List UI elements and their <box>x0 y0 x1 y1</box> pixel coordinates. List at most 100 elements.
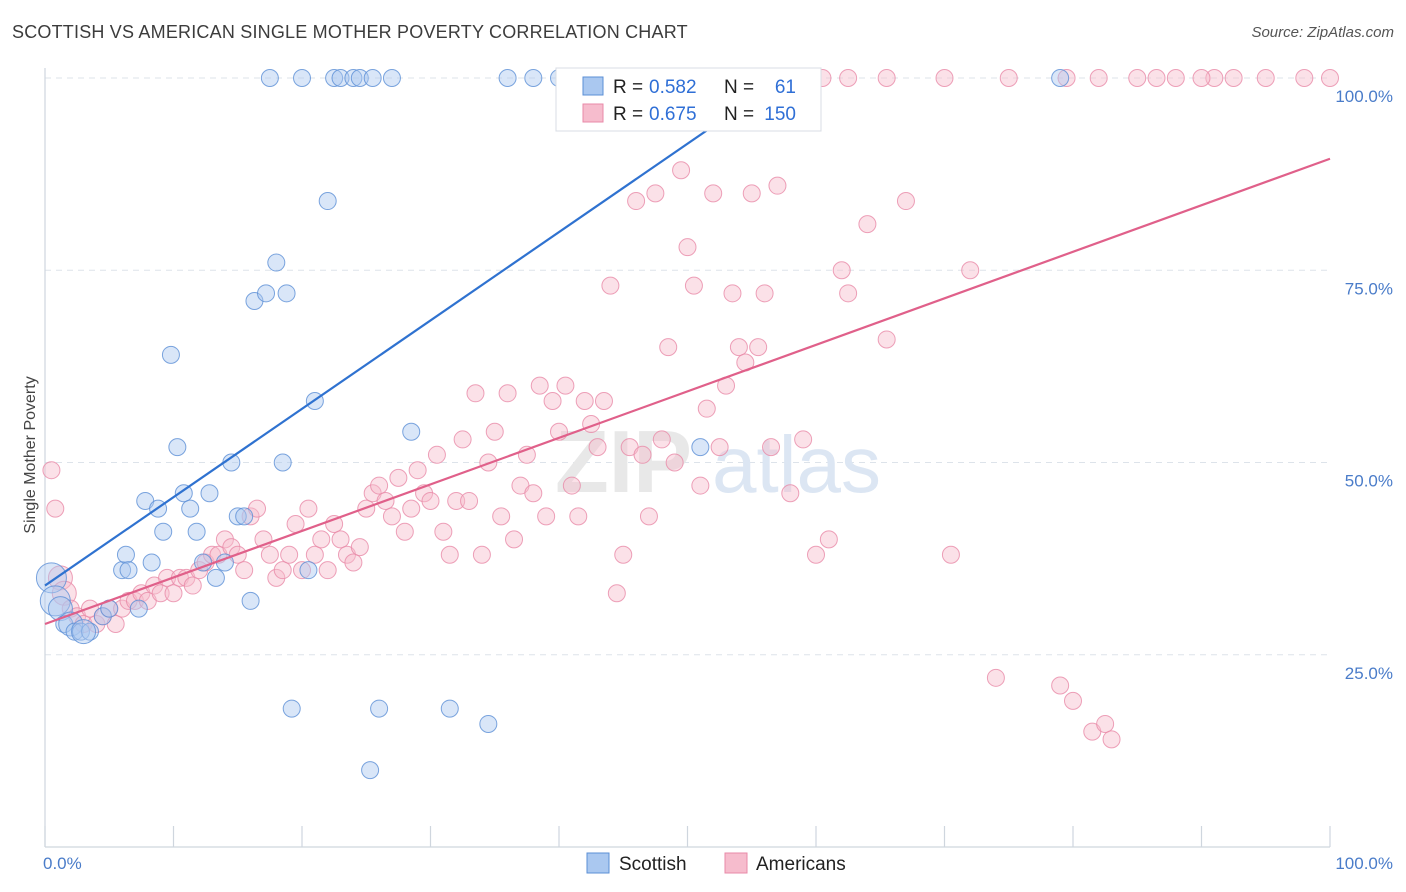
americans-point-73 <box>505 530 524 549</box>
americans-point-101 <box>684 276 703 295</box>
scottish-point-25 <box>206 568 225 587</box>
axes <box>44 68 1331 848</box>
y-axis-label: Single Mother Poverty <box>22 376 39 533</box>
scottish-point-22 <box>187 522 206 541</box>
americans-point-138 <box>1295 69 1314 87</box>
scottish-point-19 <box>168 438 187 457</box>
scottish-point-0 <box>35 562 67 594</box>
americans-point-107 <box>723 284 742 303</box>
americans-point-62 <box>434 522 453 541</box>
americans-point-76 <box>524 484 543 503</box>
americans-point-134 <box>1166 69 1185 87</box>
americans-point-83 <box>569 507 588 526</box>
americans-point-113 <box>762 438 781 457</box>
americans-point-90 <box>614 545 633 564</box>
x-tick-labels: 0.0% 100.0% <box>43 854 1393 873</box>
americans-point-128 <box>1064 691 1082 710</box>
americans-point-63 <box>440 545 459 564</box>
legend-n-americans: 150 <box>764 104 796 125</box>
scottish-point-50 <box>402 422 421 441</box>
americans-point-8 <box>87 614 106 633</box>
americans-point-146 <box>999 69 1018 87</box>
chart-title: SCOTTISH VS AMERICAN SINGLE MOTHER POVER… <box>12 22 688 42</box>
americans-point-52 <box>370 476 389 495</box>
scottish-point-43 <box>331 69 350 87</box>
americans-point-38 <box>280 545 299 564</box>
americans-point-31 <box>235 561 254 580</box>
americans-point-139 <box>1321 69 1339 87</box>
americans-point-67 <box>466 384 485 403</box>
americans-point-127 <box>1051 676 1070 695</box>
americans-point-56 <box>395 522 414 541</box>
americans-point-71 <box>492 507 511 526</box>
americans-point-121 <box>858 215 877 234</box>
americans-point-115 <box>781 484 800 503</box>
americans-point-125 <box>961 261 980 280</box>
americans-point-114 <box>768 176 787 195</box>
americans-point-68 <box>472 545 491 564</box>
bottom-legend-swatch-americans <box>724 852 748 874</box>
scottish-point-41 <box>318 192 337 211</box>
americans-point-60 <box>421 491 440 510</box>
scottish-point-12 <box>119 561 138 580</box>
americans-point-55 <box>389 468 408 487</box>
scottish-point-10 <box>113 561 132 580</box>
bottom-legend-swatch-scottish <box>586 852 610 874</box>
americans-point-111 <box>749 338 768 357</box>
y-tick-label-3: 100.0% <box>1335 87 1393 106</box>
scottish-point-48 <box>370 699 389 718</box>
scottish-point-36 <box>277 284 296 303</box>
scottish-point-28 <box>228 507 247 526</box>
americans-points <box>42 69 1339 749</box>
americans-point-72 <box>498 384 517 403</box>
scottish-point-20 <box>174 484 193 503</box>
americans-point-89 <box>607 584 626 603</box>
scottish-point-45 <box>350 69 369 87</box>
scottish-point-47 <box>363 69 382 87</box>
scottish-point-30 <box>241 591 260 610</box>
americans-point-99 <box>672 161 691 180</box>
americans-trend-line <box>44 157 1331 626</box>
trend-lines <box>44 80 1331 626</box>
americans-point-110 <box>742 184 761 203</box>
legend-swatch-scottish <box>582 76 604 96</box>
scottish-point-24 <box>200 484 219 503</box>
scottish-point-23 <box>194 553 213 572</box>
americans-point-143 <box>839 69 858 87</box>
y-tick-labels: 25.0% 50.0% 75.0% 100.0% <box>1335 87 1393 683</box>
americans-point-124 <box>941 545 960 564</box>
americans-point-28 <box>215 530 234 549</box>
scottish-point-54 <box>524 69 543 87</box>
americans-point-78 <box>537 507 556 526</box>
americans-point-135 <box>1205 69 1224 87</box>
x-tick-label-0: 0.0% <box>43 854 82 873</box>
americans-point-66 <box>460 491 479 510</box>
americans-point-104 <box>704 184 723 203</box>
y-tick-label-0: 25.0% <box>1345 664 1393 683</box>
americans-point-70 <box>485 422 504 441</box>
scottish-point-13 <box>129 599 148 618</box>
scottish-point-59 <box>1051 69 1070 87</box>
americans-point-48 <box>344 553 363 572</box>
americans-point-116 <box>794 430 813 449</box>
bottom-legend: Scottish Americans <box>586 852 846 875</box>
americans-point-145 <box>935 69 954 87</box>
americans-point-43 <box>312 530 331 549</box>
americans-point-137 <box>1256 69 1275 87</box>
americans-point-23 <box>183 576 202 595</box>
americans-point-84 <box>575 391 594 410</box>
americans-point-61 <box>427 445 446 464</box>
scottish-point-8 <box>93 607 112 626</box>
americans-point-20 <box>164 584 183 603</box>
americans-point-120 <box>839 284 858 303</box>
scottish-point-37 <box>282 699 301 718</box>
scottish-point-33 <box>260 69 279 87</box>
americans-point-0 <box>42 461 61 480</box>
source-credit: Source: ZipAtlas.com <box>1251 24 1394 41</box>
americans-point-41 <box>299 499 318 518</box>
americans-point-64 <box>447 491 466 510</box>
scottish-point-7 <box>80 622 99 641</box>
americans-point-54 <box>382 507 401 526</box>
americans-point-58 <box>408 461 427 480</box>
scottish-trend-line <box>44 80 779 587</box>
